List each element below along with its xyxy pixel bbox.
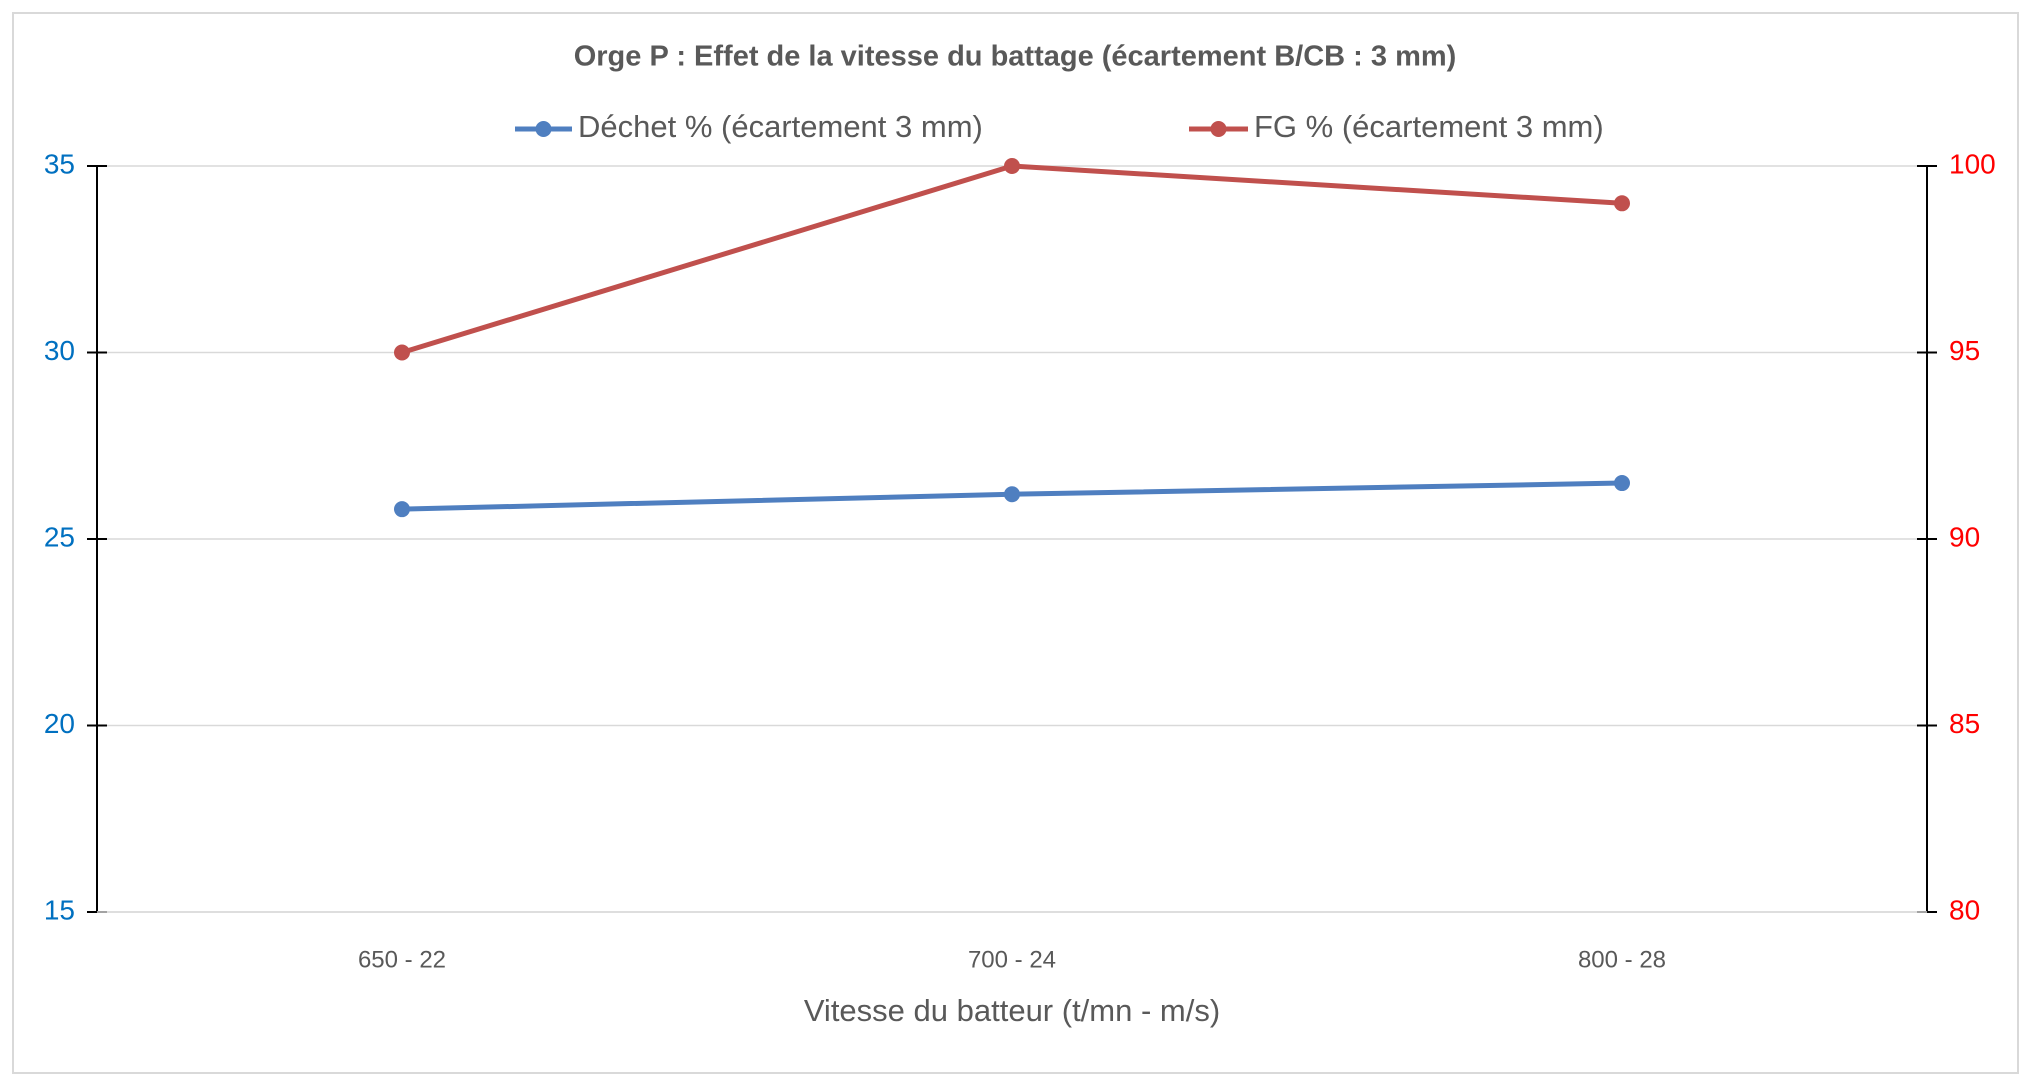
legend-marker: [535, 121, 552, 137]
legend-label: FG % (écartement 3 mm): [1254, 109, 1604, 144]
data-point: [1004, 158, 1020, 174]
legend-marker: [1210, 121, 1227, 137]
data-point: [1614, 195, 1630, 212]
chart-border: [12, 12, 2019, 1074]
data-point: [394, 344, 410, 361]
y-tick-label: 35: [44, 148, 75, 179]
data-point: [1004, 486, 1020, 503]
y-tick-label: 25: [44, 521, 75, 552]
data-point: [394, 501, 410, 518]
y2-tick-label: 95: [1949, 335, 1980, 366]
x-axis-title: Vitesse du batteur (t/mn - m/s): [804, 993, 1220, 1028]
x-tick-label: 800 - 28: [1578, 946, 1666, 973]
y2-tick-label: 85: [1949, 708, 1980, 739]
data-point: [1614, 475, 1630, 492]
x-tick-label: 650 - 22: [358, 946, 446, 973]
x-tick-label: 700 - 24: [968, 946, 1056, 973]
y-tick-label: 30: [44, 335, 75, 366]
y-tick-label: 15: [44, 894, 75, 925]
y2-tick-label: 100: [1949, 148, 1996, 179]
chart-title: Orge P : Effet de la vitesse du battage …: [574, 41, 1457, 73]
y2-tick-label: 80: [1949, 894, 1980, 925]
y-tick-label: 20: [44, 708, 75, 739]
legend-label: Déchet % (écartement 3 mm): [578, 109, 983, 144]
y2-tick-label: 90: [1949, 521, 1980, 552]
